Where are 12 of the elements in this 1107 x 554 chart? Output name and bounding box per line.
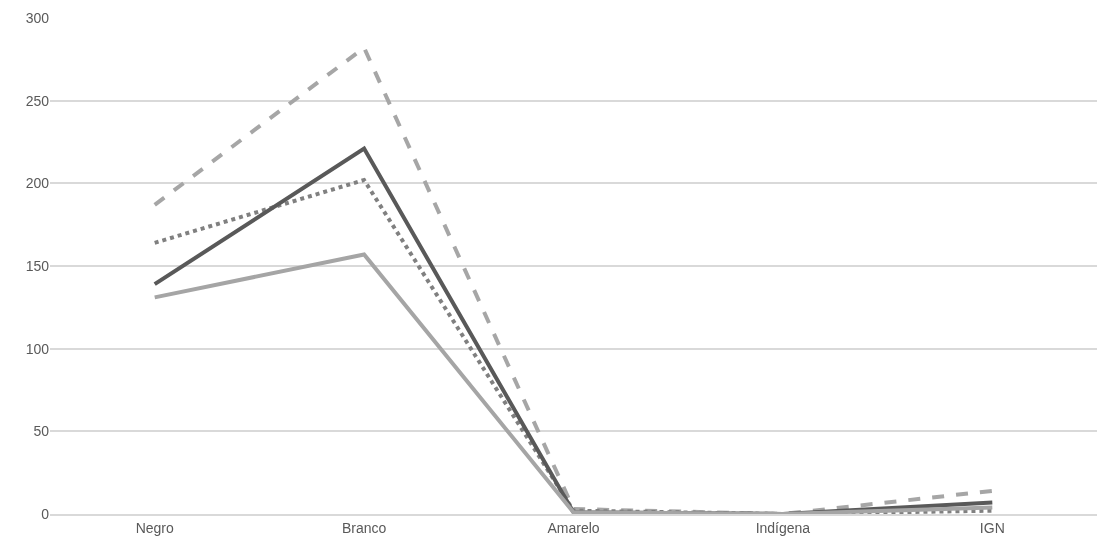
y-tick-label: 200 bbox=[25, 175, 50, 192]
y-tick-label: 300 bbox=[25, 9, 50, 26]
x-tick-label: Indígena bbox=[755, 519, 811, 536]
x-tick-label: Negro bbox=[135, 519, 174, 536]
x-tick-label: Branco bbox=[341, 519, 387, 536]
y-tick-label: 250 bbox=[25, 92, 50, 109]
x-tick-label: IGN bbox=[979, 519, 1005, 536]
y-tick-label: 100 bbox=[25, 340, 50, 357]
y-tick-label: 0 bbox=[41, 505, 50, 522]
y-tick-label: 50 bbox=[33, 423, 50, 440]
x-tick-label: Amarelo bbox=[547, 519, 600, 536]
y-tick-label: 150 bbox=[25, 257, 50, 274]
